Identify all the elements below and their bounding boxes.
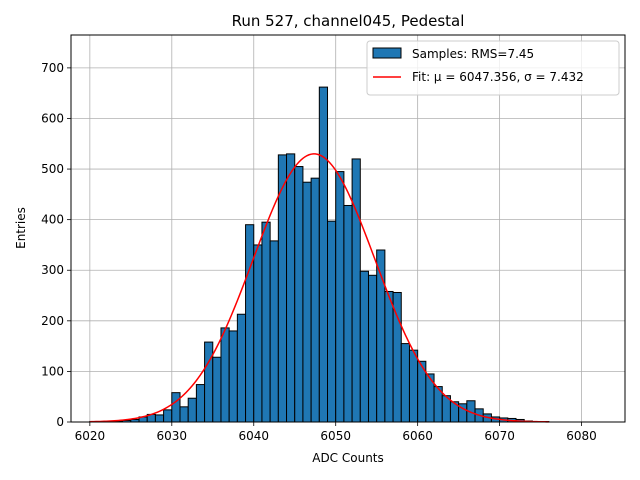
plot-frame xyxy=(70,34,626,423)
y-tick-label: 100 xyxy=(41,364,64,378)
legend-swatch-histogram xyxy=(372,47,402,59)
histogram-bar xyxy=(392,291,402,423)
histogram-bar xyxy=(294,166,304,423)
histogram-bar xyxy=(269,240,279,423)
x-tick-label: 6060 xyxy=(402,429,433,443)
y-axis-label: Entries xyxy=(14,207,28,249)
histogram-bar xyxy=(220,327,230,423)
histogram-bar xyxy=(154,414,165,423)
y-tick-label: 500 xyxy=(41,162,64,176)
x-tick-label: 6040 xyxy=(238,429,269,443)
histogram-bar xyxy=(384,290,394,423)
histogram-bar xyxy=(245,224,255,423)
x-tick-label: 6030 xyxy=(157,429,188,443)
legend-entry-fit: Fit: μ = 6047.356, σ = 7.432 xyxy=(412,70,584,84)
x-tick-label: 6070 xyxy=(484,429,515,443)
histogram-bar xyxy=(261,221,271,423)
histogram-bar xyxy=(343,204,353,423)
y-tick-label: 300 xyxy=(41,263,64,277)
histogram-bar xyxy=(335,171,345,423)
grid xyxy=(71,35,625,423)
legend: Samples: RMS=7.45 Fit: μ = 6047.356, σ =… xyxy=(366,40,620,96)
histogram-bar xyxy=(327,220,337,423)
fit-curve xyxy=(89,153,549,423)
histogram-bar xyxy=(179,406,189,423)
histogram-bar xyxy=(236,313,247,423)
histogram-bar xyxy=(286,153,296,423)
histogram-bar xyxy=(408,349,419,423)
y-tick-label: 400 xyxy=(41,213,64,227)
histogram-bars xyxy=(89,86,550,423)
histogram-bar xyxy=(204,341,214,423)
histogram-bar xyxy=(359,270,369,423)
y-tick-label: 200 xyxy=(41,314,64,328)
x-tick-label: 6020 xyxy=(75,429,106,443)
legend-box xyxy=(366,40,620,96)
histogram-bar xyxy=(253,244,263,423)
histogram-bar xyxy=(212,356,222,423)
y-tick-label: 600 xyxy=(41,111,64,125)
chart-title: Run 527, channel045, Pedestal xyxy=(232,12,465,30)
histogram-bar xyxy=(228,330,238,423)
y-axis-ticks: 0 100 200 300 400 500 600 700 xyxy=(41,61,71,429)
histogram-bar xyxy=(310,177,320,423)
histogram-bar xyxy=(195,384,206,423)
histogram-bar xyxy=(302,181,312,423)
y-tick-label: 700 xyxy=(41,61,64,75)
histogram-bar xyxy=(367,274,378,423)
histogram-bar xyxy=(351,158,361,423)
x-tick-label: 6080 xyxy=(566,429,597,443)
histogram-bar xyxy=(318,86,329,423)
histogram-bar xyxy=(400,343,410,423)
histogram-bar xyxy=(171,392,181,423)
x-tick-label: 6050 xyxy=(320,429,351,443)
histogram-bar xyxy=(163,409,173,423)
legend-entry-histogram: Samples: RMS=7.45 xyxy=(412,47,534,61)
histogram-bar xyxy=(187,397,197,423)
y-tick-label: 0 xyxy=(56,415,64,429)
x-axis-label: ADC Counts xyxy=(312,451,384,465)
x-axis-ticks: 6020 6030 6040 6050 6060 6070 6080 xyxy=(75,422,597,443)
